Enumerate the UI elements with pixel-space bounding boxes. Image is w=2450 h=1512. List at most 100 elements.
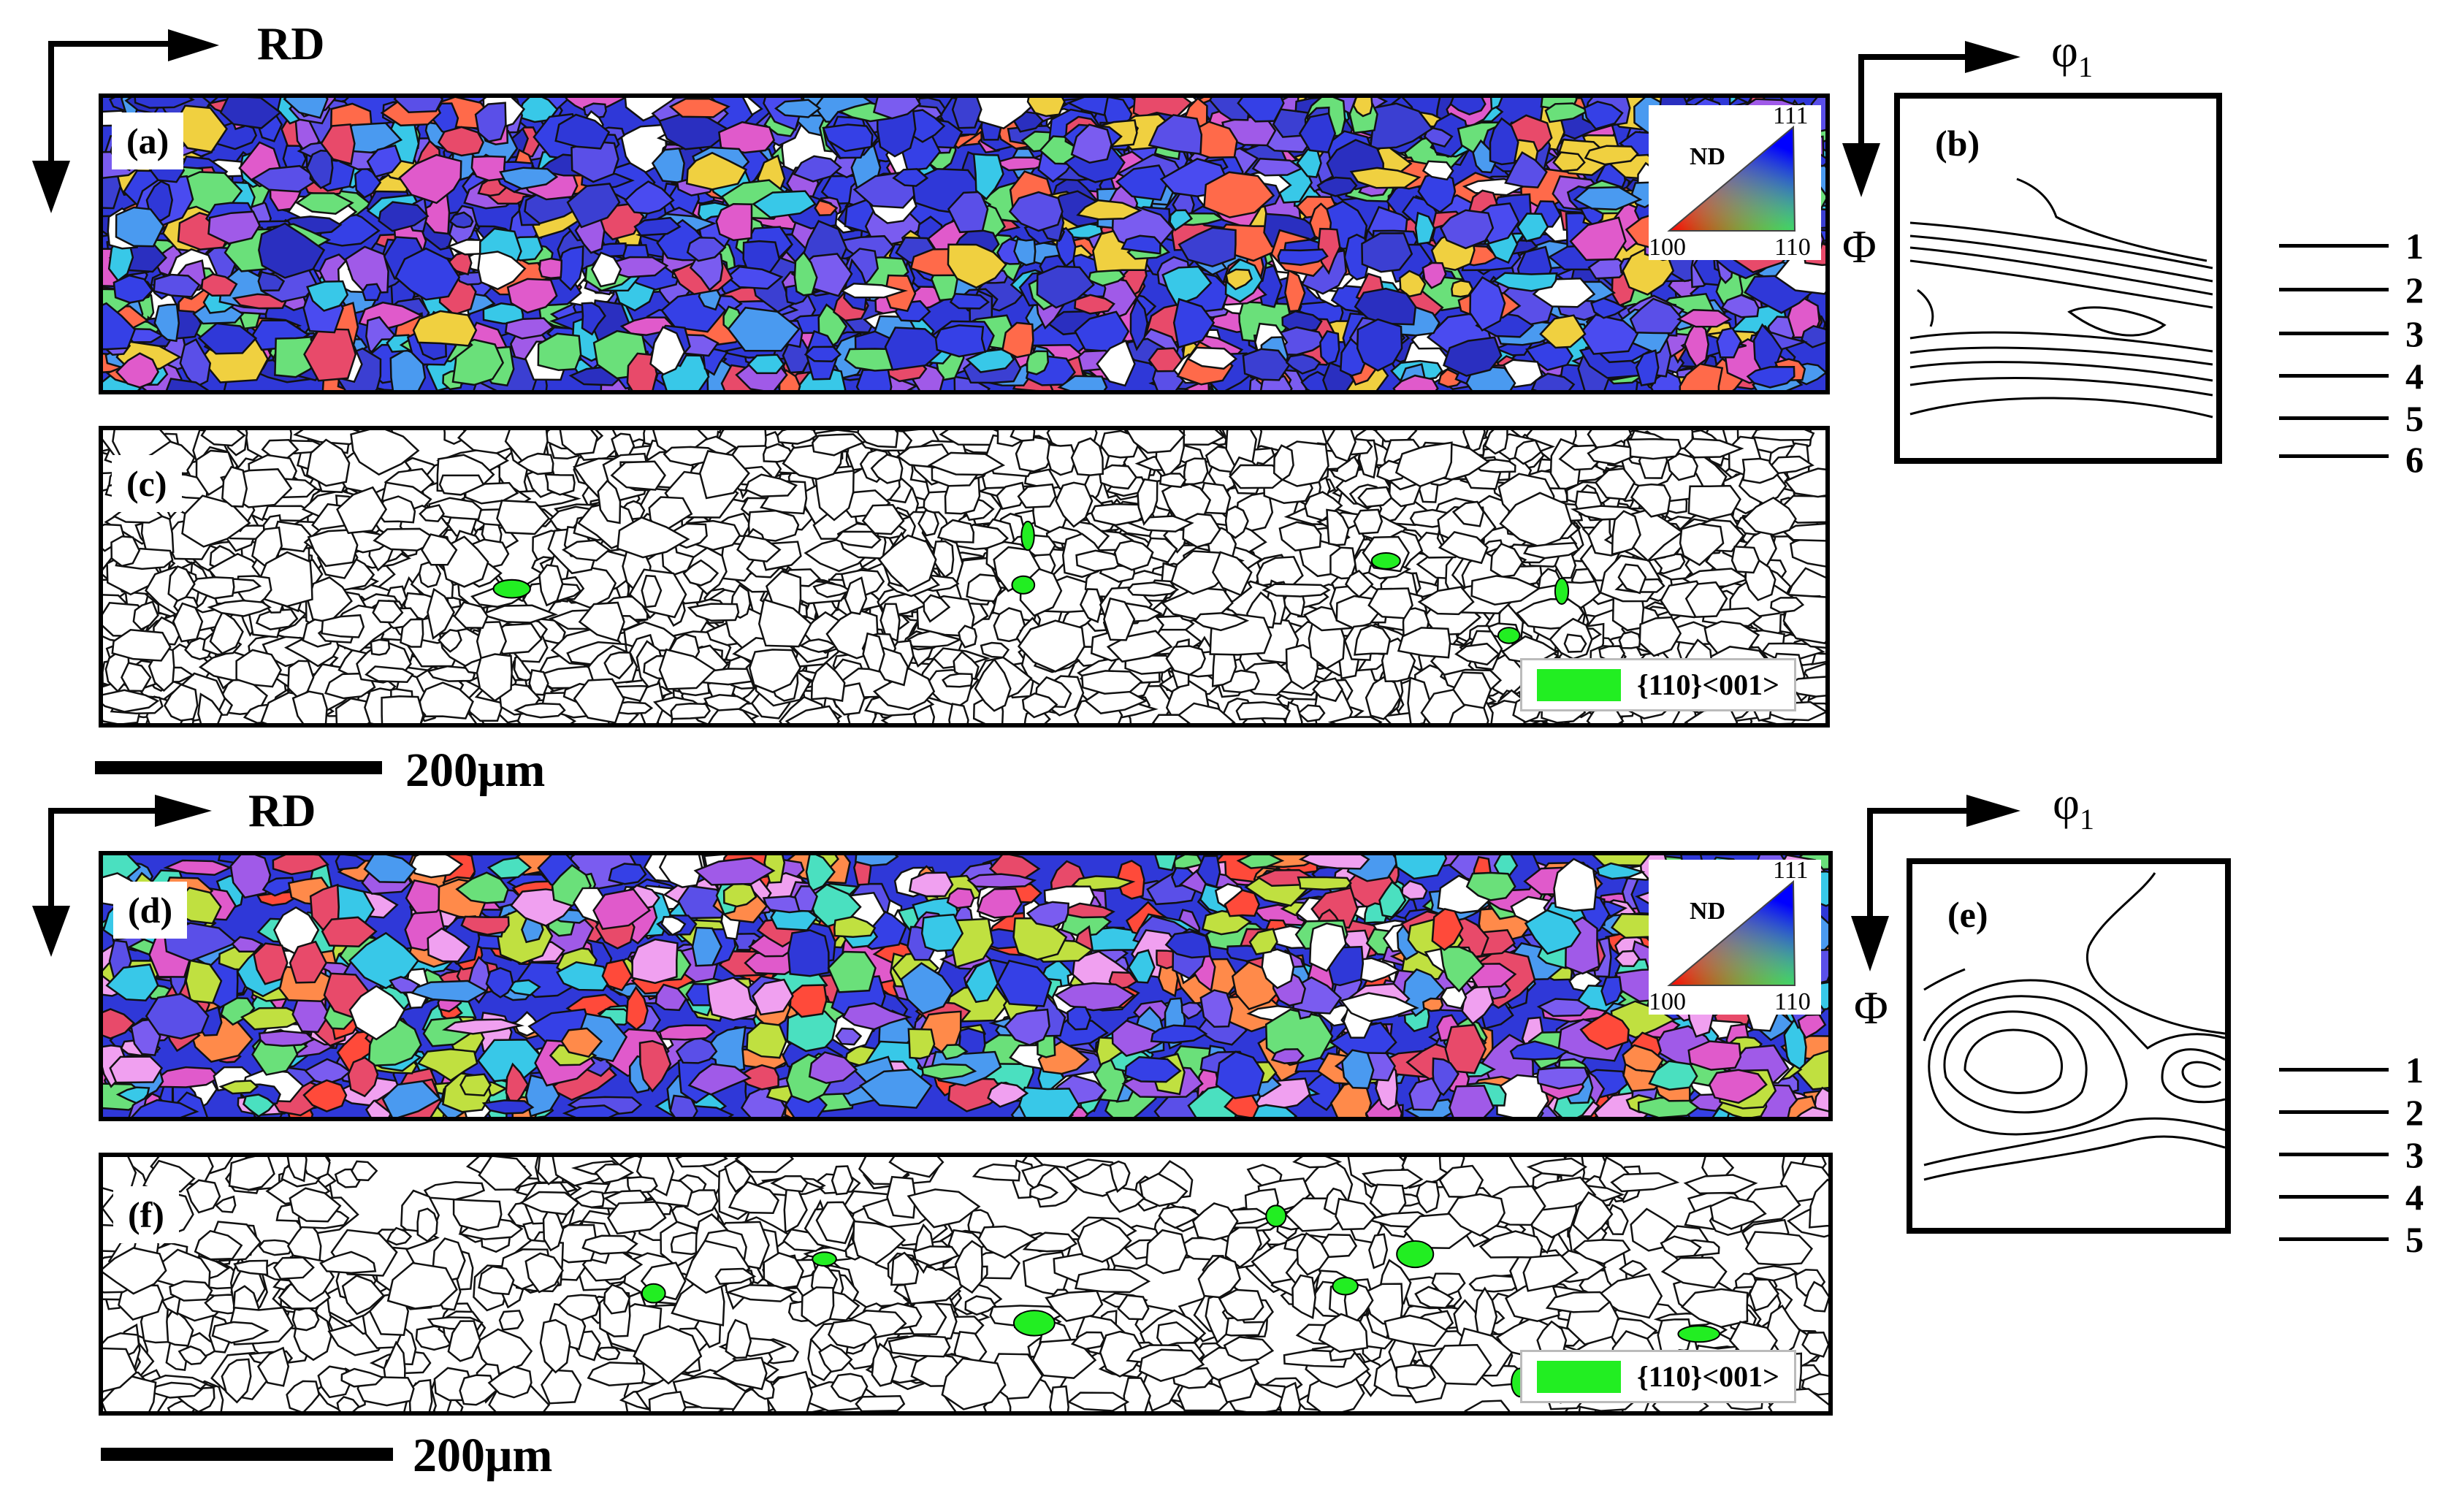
- grain: [1001, 321, 1034, 359]
- grain: [1285, 354, 1321, 375]
- grain: [1186, 346, 1238, 370]
- grain: [427, 587, 456, 640]
- grain: [1017, 619, 1085, 673]
- grain: [727, 306, 801, 352]
- grain: [996, 481, 1026, 511]
- grain: [757, 598, 812, 648]
- grain: [506, 278, 558, 314]
- grain: [1454, 642, 1500, 666]
- grain: [421, 533, 458, 566]
- grain: [1666, 452, 1698, 481]
- grain: [1172, 297, 1216, 349]
- grain: [1036, 265, 1095, 309]
- grain: [1587, 444, 1644, 465]
- grain: [980, 641, 1010, 659]
- grain: [561, 539, 611, 562]
- grain: [394, 247, 461, 301]
- grain: [744, 473, 798, 497]
- grain: [1617, 563, 1647, 595]
- grain: [1354, 287, 1417, 326]
- bottom-level-line-2: [2279, 1110, 2389, 1114]
- top-ipf-triangle: [1667, 125, 1796, 232]
- grain: [1472, 139, 1498, 174]
- grain: [1394, 441, 1453, 488]
- grain: [793, 251, 818, 297]
- grain: [295, 192, 354, 215]
- grain: [1573, 186, 1643, 211]
- grain: [879, 603, 901, 643]
- grain: [258, 222, 326, 279]
- grain: [715, 203, 753, 242]
- grain: [321, 614, 365, 638]
- grain: [1530, 373, 1576, 390]
- grain: [1075, 549, 1128, 573]
- grain: [1590, 297, 1628, 319]
- grain: [438, 474, 485, 496]
- grain: [917, 509, 939, 537]
- grain: [449, 211, 474, 229]
- grain: [1470, 575, 1541, 606]
- grain: [1489, 542, 1524, 578]
- grain: [121, 662, 152, 692]
- grain: [350, 430, 420, 476]
- grain: [1801, 324, 1825, 348]
- grain: [942, 673, 974, 688]
- grain: [872, 98, 922, 120]
- grain: [554, 113, 611, 150]
- grain: [1449, 98, 1487, 116]
- grain: [934, 324, 987, 358]
- grain: [115, 352, 160, 389]
- top-ebsd-label: (a): [112, 112, 184, 169]
- grain: [476, 653, 513, 702]
- grain: [948, 703, 969, 723]
- grain: [115, 206, 165, 248]
- grain: [1026, 98, 1066, 118]
- grain: [1421, 160, 1454, 181]
- grain: [255, 608, 299, 630]
- grain: [1316, 176, 1358, 197]
- grain: [1682, 568, 1751, 589]
- grain: [412, 310, 478, 347]
- grain: [398, 153, 462, 205]
- grain: [581, 302, 606, 336]
- grain: [1194, 612, 1250, 632]
- grain: [1298, 112, 1337, 153]
- grain: [306, 280, 349, 312]
- grain: [624, 180, 675, 215]
- grain: [1174, 702, 1236, 723]
- grain: [112, 274, 154, 304]
- grain: [1361, 232, 1413, 273]
- grain: [1070, 123, 1113, 164]
- grain: [649, 326, 686, 376]
- grain: [566, 183, 621, 229]
- grain: [1367, 587, 1413, 619]
- grain: [1484, 430, 1508, 455]
- grain: [1523, 541, 1580, 560]
- grain: [1492, 272, 1558, 292]
- grain: [718, 121, 776, 154]
- grain: [804, 345, 842, 362]
- grain: [538, 564, 564, 607]
- grain: [1148, 347, 1183, 373]
- grain: [793, 155, 842, 183]
- grain: [1312, 677, 1344, 703]
- grain: [1284, 700, 1303, 723]
- grain: [1262, 583, 1331, 597]
- grain: [1251, 157, 1304, 177]
- grain: [1046, 443, 1077, 476]
- grain: [1178, 226, 1237, 268]
- top-ipf-legend: 111 ND 100 110: [1649, 102, 1821, 261]
- grain: [1017, 483, 1057, 509]
- grain: [1499, 492, 1573, 549]
- top-rd-label: RD: [257, 18, 325, 69]
- grain: [1203, 171, 1275, 218]
- grain: [474, 102, 507, 143]
- grain: [1076, 199, 1142, 221]
- grain: [1439, 209, 1495, 250]
- grain: [1161, 265, 1213, 307]
- grain: [872, 667, 936, 711]
- grain: [811, 433, 865, 457]
- grain: [1489, 117, 1519, 166]
- grain: [1687, 484, 1741, 521]
